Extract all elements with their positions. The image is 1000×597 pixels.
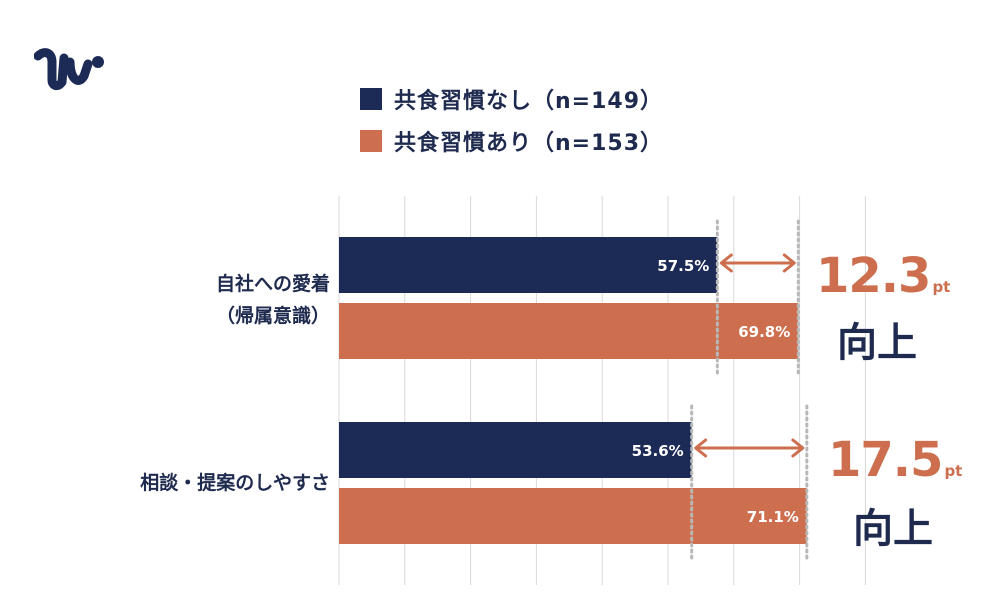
arrow-left-icon [694,438,708,458]
brand-logo-mark-icon [34,48,104,91]
legend-label-no-habit: 共食習慣なし（n=149） [394,89,664,114]
category-label-line: 相談・提案のしやすさ [140,472,330,494]
legend-item-no-habit: 共食習慣なし（n=149） [360,83,663,115]
category-label-line: 自社への愛着 [215,273,330,295]
category-label-consultation: 相談・提案のしやすさ [0,467,330,499]
difference-value-consultation: 17.5 pt [828,432,962,488]
difference-number: 12.3 [816,248,931,304]
arrow-right-icon [791,438,805,458]
legend-label-habit: 共食習慣あり（n=153） [394,131,664,156]
bar-data-label: 53.6% [632,442,684,460]
difference-unit: pt [932,278,951,296]
bar [339,422,692,478]
difference-value-attachment: 12.3 pt [816,248,950,304]
category-label-attachment: 自社への愛着 （帰属意識） [0,268,330,332]
bar-data-label: 57.5% [657,257,709,275]
bar [339,237,718,293]
difference-number: 17.5 [828,432,943,488]
category-label-line: （帰属意識） [215,305,330,327]
arrow-right-icon [782,253,796,273]
bar-data-label: 71.1% [747,508,799,526]
legend-swatch-no-habit [360,88,382,110]
legend-item-habit: 共食習慣あり（n=153） [360,125,663,157]
legend-swatch-habit [360,130,382,152]
bar [339,488,807,544]
improvement-label-consultation: 向上 [853,506,933,552]
arrow-left-icon [719,253,733,273]
bar [339,303,799,359]
bar-data-label: 69.8% [738,323,790,341]
difference-unit: pt [944,462,963,480]
improvement-label-attachment: 向上 [837,320,917,366]
